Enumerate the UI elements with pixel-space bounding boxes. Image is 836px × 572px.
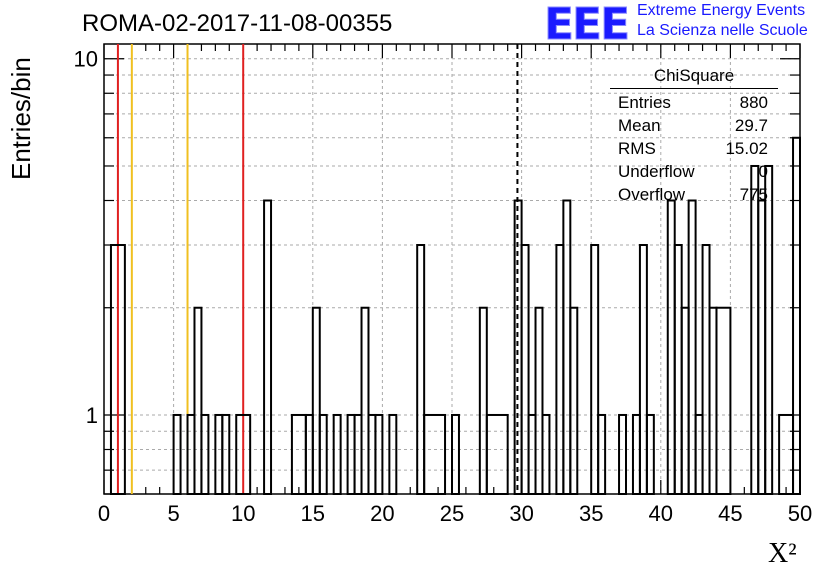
histogram-bin xyxy=(638,244,648,495)
stats-label: Overflow xyxy=(618,185,686,204)
histogram-bin xyxy=(318,413,328,496)
histogram-bin xyxy=(360,306,370,495)
stats-label: RMS xyxy=(618,139,656,158)
histogram-bin xyxy=(687,199,697,495)
stats-value: 29.7 xyxy=(734,116,768,135)
x-tick-label: 5 xyxy=(167,501,179,526)
histogram-bin xyxy=(109,244,126,495)
histogram-bin xyxy=(673,244,683,495)
histogram-bin xyxy=(694,413,704,496)
histogram-bin xyxy=(520,244,530,495)
histogram-bin xyxy=(304,413,314,496)
logo-line-1: Extreme Energy Events xyxy=(637,2,806,19)
stats-value: 775 xyxy=(739,185,768,204)
histogram-bin xyxy=(367,413,377,496)
stats-box: ChiSquare Entries 880 Mean 29.7 RMS 15.0… xyxy=(610,66,778,206)
histogram-bin xyxy=(193,306,203,495)
histogram-bin xyxy=(485,413,509,496)
stats-row-underflow: Underflow 0 xyxy=(610,160,778,183)
histogram-bin xyxy=(778,413,795,496)
histogram-bin xyxy=(618,413,627,496)
histogram-bin xyxy=(235,413,252,496)
eee-logo-mark: EEE xyxy=(544,2,628,44)
histogram-bin xyxy=(708,306,718,495)
x-tick-label: 45 xyxy=(718,501,742,526)
stats-row-entries: Entries 880 xyxy=(610,91,778,114)
histogram-bin xyxy=(645,413,655,496)
histogram-bin xyxy=(764,164,774,495)
x-tick-label: 15 xyxy=(301,501,325,526)
eee-logo: EEE xyxy=(544,2,631,44)
histogram-bin xyxy=(388,413,398,496)
x-tick-label: 20 xyxy=(370,501,394,526)
x-tick-label: 40 xyxy=(649,501,673,526)
histogram-bin xyxy=(290,413,307,496)
histogram-bin xyxy=(332,413,342,496)
stats-label: Underflow xyxy=(618,162,695,181)
histogram-bin xyxy=(311,306,321,495)
stats-row-mean: Mean 29.7 xyxy=(610,114,778,137)
stats-row-rms: RMS 15.02 xyxy=(610,137,778,160)
stats-value: 15.02 xyxy=(725,139,768,158)
histogram-bin xyxy=(221,413,231,496)
histogram-bin xyxy=(701,244,711,495)
histogram-bin xyxy=(534,306,544,495)
histogram-bin xyxy=(597,413,607,496)
histogram-bin xyxy=(541,413,551,496)
histogram-bin xyxy=(353,413,363,496)
histogram-bin xyxy=(172,413,182,496)
x-tick-label: 30 xyxy=(509,501,533,526)
x-tick-label: 50 xyxy=(788,501,812,526)
histogram-bin xyxy=(416,244,426,495)
stats-label: Entries xyxy=(618,93,671,112)
stats-row-overflow: Overflow 775 xyxy=(610,183,778,206)
histogram-bin xyxy=(527,413,537,496)
plot-title: ROMA-02-2017-11-08-00355 xyxy=(82,10,393,37)
histogram-bin xyxy=(478,306,488,495)
histogram-bin xyxy=(792,136,801,495)
histogram-bin xyxy=(631,413,641,496)
stats-value: 0 xyxy=(758,162,768,181)
histogram-bin xyxy=(200,413,210,496)
x-tick-label: 0 xyxy=(98,501,110,526)
histogram-bin xyxy=(590,244,600,495)
x-tick-label: 35 xyxy=(579,501,603,526)
logo-line-2: La Scienza nelle Scuole xyxy=(637,22,808,39)
y-tick-label: 1 xyxy=(86,403,98,428)
histogram-bin xyxy=(186,413,196,496)
histogram-bin xyxy=(451,413,460,496)
x-tick-label: 25 xyxy=(440,501,464,526)
histogram-bin xyxy=(750,164,760,495)
stats-value: 880 xyxy=(739,93,768,112)
histogram-bin xyxy=(569,306,579,495)
histogram-bin xyxy=(555,244,565,495)
histogram-bin xyxy=(374,413,384,496)
histogram-bin xyxy=(423,413,447,496)
histogram-bin xyxy=(263,199,273,495)
stats-title: ChiSquare xyxy=(610,66,778,89)
x-tick-label: 10 xyxy=(231,501,255,526)
histogram-bin xyxy=(214,413,224,496)
histogram-bin xyxy=(346,413,356,496)
histogram-bin xyxy=(680,306,690,495)
histogram-bin xyxy=(715,306,732,495)
stats-label: Mean xyxy=(618,116,661,135)
y-tick-label: 10 xyxy=(74,47,98,72)
x-axis-label: X² xyxy=(768,538,797,569)
